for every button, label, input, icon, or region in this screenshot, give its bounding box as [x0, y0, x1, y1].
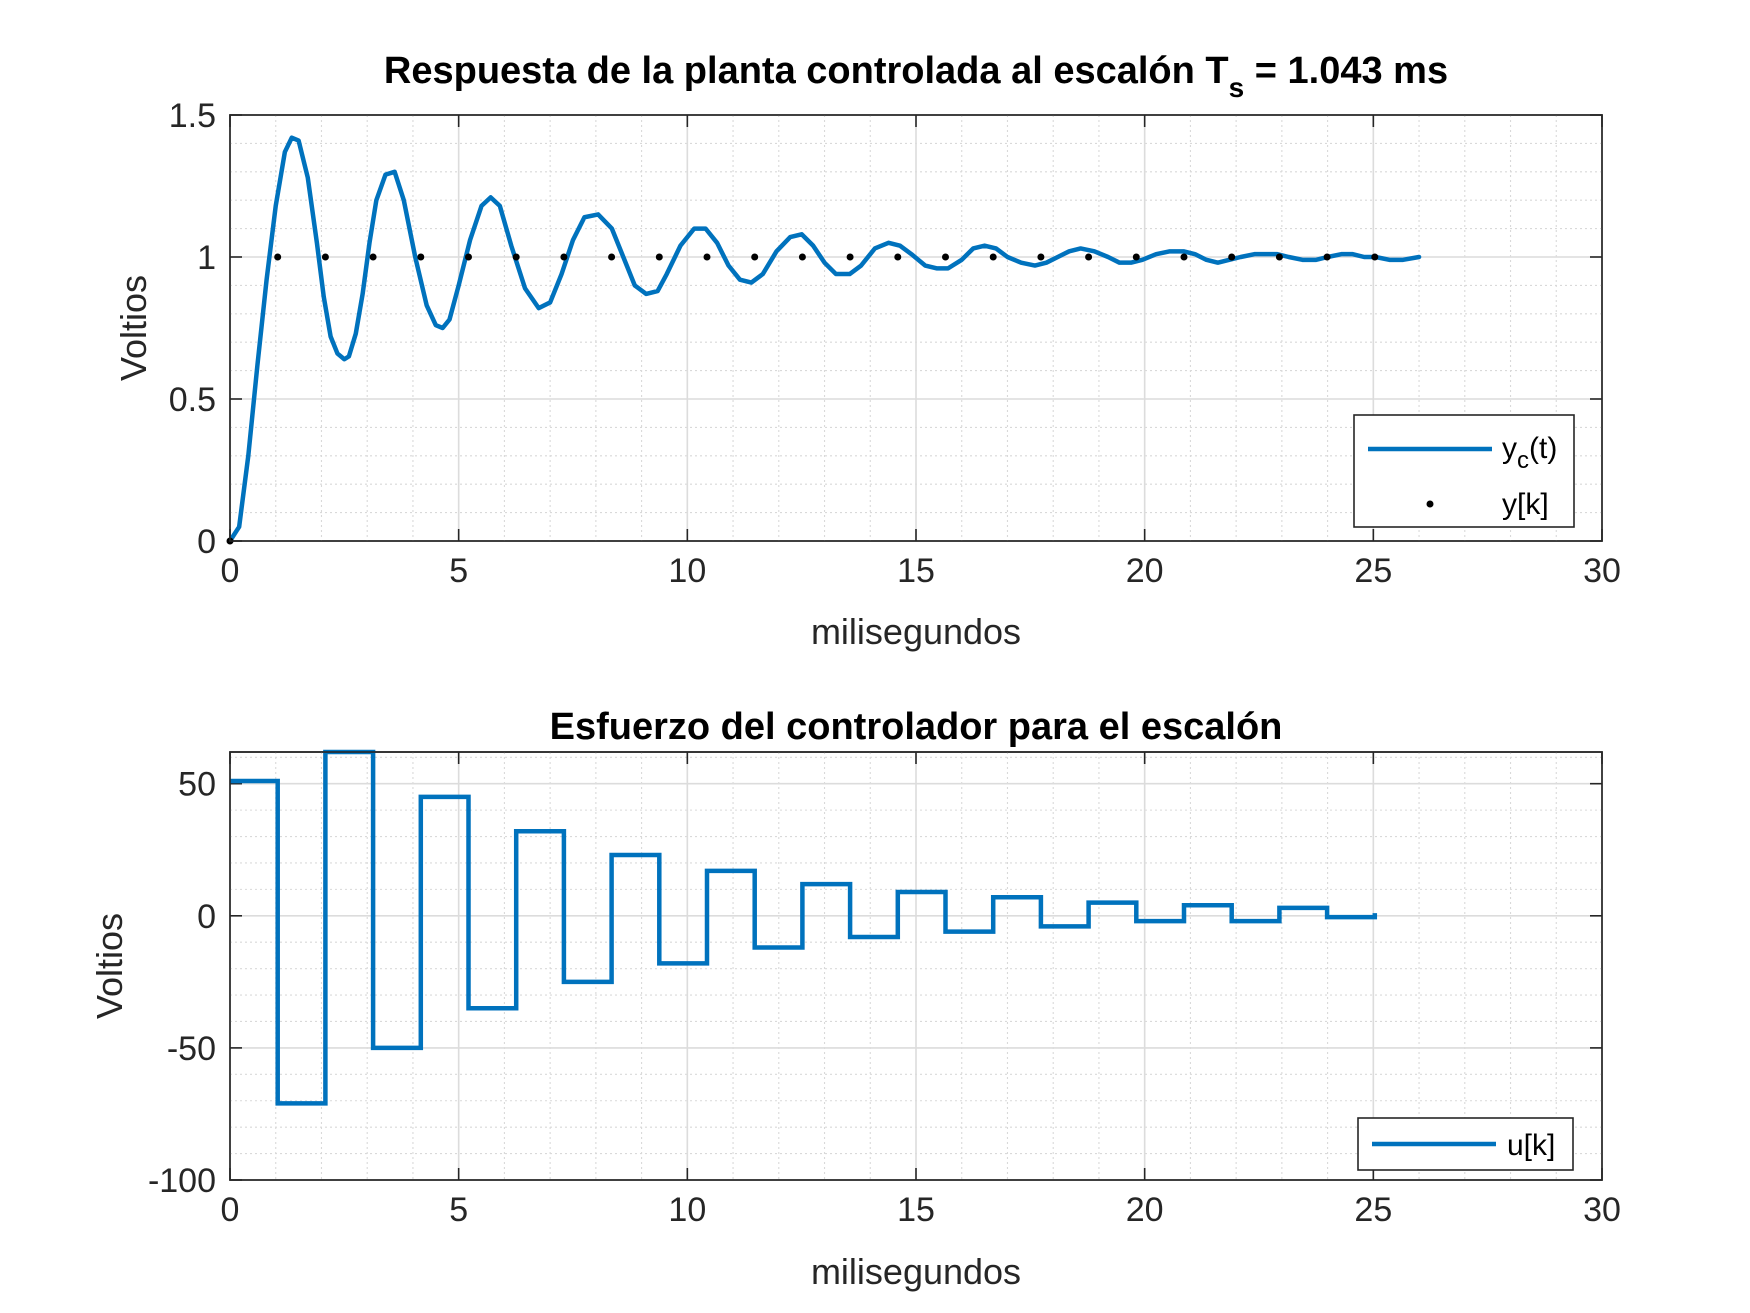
effort-plot-frame	[229, 751, 1603, 1181]
sample-point-yk	[1132, 253, 1140, 261]
response-x-axis-label: milisegundos	[811, 611, 1021, 652]
series-stairs-uk	[230, 749, 1378, 1106]
effort-y-tick-label: 0	[197, 898, 216, 936]
sample-point-yk	[751, 253, 759, 261]
effort-x-tick-label: 30	[1583, 1191, 1621, 1229]
effort-axes: 0 5 10 15 20 25 30 -100 -50 0 50 Esfuerzo del cont…	[89, 706, 1621, 1292]
effort-y-tick-label: -50	[167, 1030, 216, 1068]
legend-label-uk: u[k]	[1507, 1129, 1555, 1162]
effort-x-tick-label: 25	[1354, 1191, 1392, 1229]
response-y-tick-label: 1.5	[169, 97, 216, 135]
sample-point-yk	[1228, 253, 1236, 261]
sample-point-yk	[464, 253, 472, 261]
response-x-tick-label: 30	[1583, 552, 1621, 590]
sample-point-yk	[274, 253, 282, 261]
effort-chart-title: Esfuerzo del controlador para el escalón	[550, 706, 1283, 748]
effort-x-tick-label: 15	[897, 1191, 935, 1229]
sample-point-yk	[1085, 253, 1093, 261]
response-y-axis-label: Voltios	[113, 275, 154, 381]
sample-point-yk	[846, 253, 854, 261]
effort-x-tick-label: 20	[1126, 1191, 1164, 1229]
response-x-tick-label: 5	[449, 552, 468, 590]
response-x-tick-label: 0	[221, 552, 240, 590]
response-ticks: 0 5 10 15 20 25 30 0 0.5 1 1.5	[169, 97, 1621, 590]
sample-point-yk	[608, 253, 616, 261]
legend-swatch-yk	[1426, 500, 1434, 508]
response-plot-frame	[229, 114, 1603, 542]
sample-point-yk	[894, 253, 902, 261]
sample-point-yk	[1371, 253, 1379, 261]
response-legend: yc(t) y[k]	[1353, 414, 1575, 528]
legend-label-yc: yc(t)	[1502, 432, 1557, 474]
effort-series	[230, 749, 1378, 1106]
sample-point-yk	[798, 253, 806, 261]
sample-point-yk	[1275, 253, 1283, 261]
effort-y-tick-label: -100	[148, 1162, 216, 1200]
response-x-tick-label: 15	[897, 552, 935, 590]
sample-point-yk	[369, 253, 377, 261]
sample-point-yk	[655, 253, 663, 261]
sample-point-yk	[321, 253, 329, 261]
sample-point-yk	[512, 253, 520, 261]
effort-x-tick-label: 10	[668, 1191, 706, 1229]
effort-y-axis-label: Voltios	[89, 913, 130, 1019]
legend-label-yk: y[k]	[1502, 488, 1549, 521]
response-chart-title: Respuesta de la planta controlada al esc…	[384, 50, 1448, 103]
response-y-tick-label: 1	[197, 239, 216, 277]
sample-point-yk	[560, 253, 568, 261]
response-legend-box	[1353, 414, 1575, 528]
effort-x-tick-label: 5	[449, 1191, 468, 1229]
series-line-yc	[227, 135, 1422, 544]
effort-x-tick-label: 0	[221, 1191, 240, 1229]
effort-x-axis-label: milisegundos	[811, 1251, 1021, 1292]
response-series	[226, 135, 1422, 545]
sample-point-yk	[1180, 253, 1188, 261]
response-x-tick-label: 10	[668, 552, 706, 590]
response-x-tick-label: 20	[1126, 552, 1164, 590]
sample-point-yk	[417, 253, 425, 261]
response-y-tick-label: 0	[197, 523, 216, 561]
effort-y-tick-label: 50	[178, 766, 216, 804]
response-axes: 0 5 10 15 20 25 30 0 0.5 1 1.5 Respuesta de la pla…	[113, 50, 1621, 652]
sample-point-yk	[1323, 253, 1331, 261]
effort-legend: u[k]	[1357, 1117, 1574, 1171]
sample-point-yk	[703, 253, 711, 261]
response-x-tick-label: 25	[1354, 552, 1392, 590]
sample-point-yk	[989, 253, 997, 261]
sample-point-yk	[1037, 253, 1045, 261]
response-y-tick-label: 0.5	[169, 381, 216, 419]
sample-point-yk	[941, 253, 949, 261]
